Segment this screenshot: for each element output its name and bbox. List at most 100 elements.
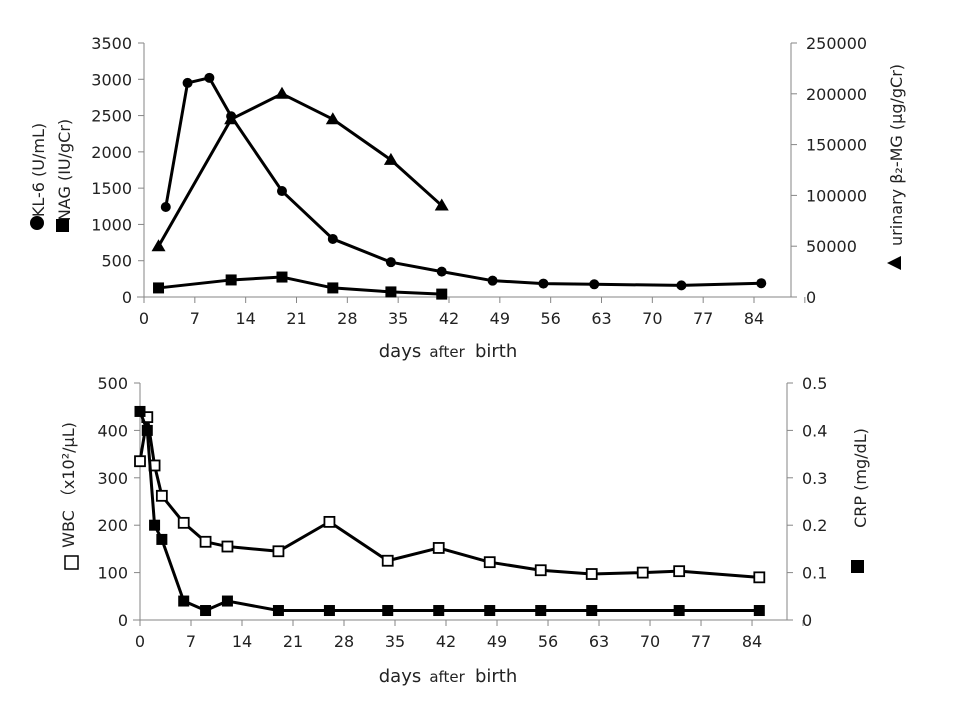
- kl-6-data-point: [385, 257, 396, 268]
- right-y-tick-label: 0: [802, 611, 812, 630]
- wbc-data-point: [483, 556, 496, 569]
- kl-6-data-point: [589, 279, 600, 290]
- top-left-axis-label-nag: NAG (IU/gCr): [55, 119, 74, 221]
- xlabel-days: days: [379, 666, 422, 687]
- wbc-data-point: [585, 568, 598, 580]
- kl-6-data-point: [204, 72, 215, 83]
- nag-data-point: [225, 274, 237, 286]
- left-y-tick-label: 500: [101, 252, 132, 271]
- wbc-data-point: [177, 516, 190, 529]
- left-y-tick-label: 100: [97, 564, 128, 583]
- bottom-x-axis-label: days after birth: [379, 666, 517, 687]
- x-tick-label: 56: [538, 632, 558, 651]
- right-y-tick-label: 50000: [806, 237, 857, 256]
- bottom-left-axis-label: WBC （x10²/μL): [59, 422, 78, 548]
- x-tick-label: 0: [139, 309, 149, 328]
- wbc-data-point: [381, 554, 394, 567]
- kl-6-data-point: [436, 266, 447, 277]
- xlabel-days: days: [379, 341, 422, 362]
- x-tick-label: 35: [385, 632, 405, 651]
- kl-6-data-point: [538, 278, 549, 289]
- right-y-tick-label: 100000: [806, 186, 867, 205]
- x-tick-label: 63: [589, 632, 609, 651]
- b2mg-legend-triangle-icon: [887, 256, 901, 270]
- wbc-data-point: [221, 540, 234, 553]
- x-tick-label: 28: [337, 309, 357, 328]
- nag-data-point: [276, 271, 288, 283]
- x-tick-label: 14: [235, 309, 255, 328]
- kl-6-data-point: [676, 280, 687, 291]
- wbc-data-point: [199, 535, 212, 548]
- right-y-tick-label: 0: [806, 288, 816, 307]
- urinary-2-mg-data-point: [325, 112, 340, 125]
- x-tick-label: 14: [232, 632, 252, 651]
- crp-data-point: [272, 605, 284, 617]
- left-y-tick-label: 2500: [91, 107, 132, 126]
- nag-series-line: [158, 275, 442, 296]
- crp-data-point: [141, 424, 153, 436]
- x-tick-label: 0: [135, 632, 145, 651]
- kl-6-data-point: [756, 278, 767, 289]
- nag-data-point: [436, 288, 448, 300]
- x-tick-label: 56: [540, 309, 560, 328]
- b2mg-axis-label: urinary β₂-MG (μg/gCr): [887, 64, 906, 246]
- xlabel-after: after: [429, 668, 465, 686]
- nag-data-point: [153, 282, 165, 294]
- top-chart: 0 7 14 21 28 35 42 49 56 63 70 77 84 0 500 1000 1500 2000…: [29, 34, 906, 362]
- left-y-tick-label: 0: [118, 611, 128, 630]
- urinary-2-mg-data-point: [151, 239, 166, 252]
- x-tick-label: 28: [334, 632, 354, 651]
- crp-data-point: [200, 605, 212, 617]
- left-y-tick-label: 2000: [91, 143, 132, 162]
- urinary-2-mg-data-point: [224, 112, 239, 125]
- crp-legend-square-icon: [851, 560, 864, 573]
- crp-data-point: [323, 605, 335, 617]
- right-y-tick-label: 0.2: [802, 516, 827, 535]
- right-y-tick-label: 200000: [806, 85, 867, 104]
- wbc-data-point: [534, 564, 547, 577]
- kl-6-series-line: [164, 76, 762, 287]
- right-y-tick-label: 0.3: [802, 469, 827, 488]
- left-y-tick-label: 3500: [91, 34, 132, 53]
- x-tick-label: 77: [693, 309, 713, 328]
- crp-data-point: [673, 605, 685, 617]
- x-tick-label: 84: [742, 632, 762, 651]
- x-tick-label: 21: [283, 632, 303, 651]
- xlabel-birth: birth: [475, 666, 517, 687]
- right-y-tick-label: 150000: [806, 136, 867, 155]
- left-y-tick-label: 200: [97, 516, 128, 535]
- x-tick-label: 49: [487, 632, 507, 651]
- x-tick-label: 49: [490, 309, 510, 328]
- x-tick-label: 42: [436, 632, 456, 651]
- wbc-series-line: [138, 415, 760, 579]
- xlabel-after: after: [429, 343, 465, 361]
- crp-data-point: [156, 533, 168, 545]
- kl6-legend-circle-icon: [30, 216, 44, 230]
- kl-6-data-point: [182, 77, 193, 88]
- wbc-data-point: [432, 542, 445, 554]
- crp-data-point: [433, 605, 445, 617]
- crp-axis-label: CRP (mg/dL): [851, 428, 870, 528]
- crp-data-point: [753, 605, 765, 617]
- urinary-2-mg-data-point: [383, 152, 398, 165]
- crp-data-point: [221, 595, 233, 607]
- crp-data-point: [134, 405, 146, 417]
- left-y-tick-label: 400: [97, 421, 128, 440]
- wbc-data-point: [272, 545, 285, 558]
- xlabel-birth: birth: [475, 341, 517, 362]
- nag-data-point: [385, 286, 397, 298]
- wbc-data-point: [134, 455, 146, 468]
- left-y-tick-label: 300: [97, 469, 128, 488]
- wbc-data-point: [323, 515, 336, 528]
- nag-axis-label: NAG (IU/gCr): [55, 119, 74, 221]
- x-tick-label: 7: [186, 632, 196, 651]
- crp-data-point: [178, 595, 190, 607]
- top-right-axis-label: urinary β₂-MG (μg/gCr): [887, 64, 906, 246]
- top-x-axis-label: days after birth: [379, 341, 517, 362]
- wbc-data-point: [155, 489, 168, 502]
- x-tick-label: 84: [744, 309, 764, 328]
- kl-6-data-point: [487, 275, 498, 286]
- right-y-tick-label: 0.1: [802, 564, 827, 583]
- urinary-2-mg-series-line: [157, 92, 443, 247]
- x-tick-label: 35: [388, 309, 408, 328]
